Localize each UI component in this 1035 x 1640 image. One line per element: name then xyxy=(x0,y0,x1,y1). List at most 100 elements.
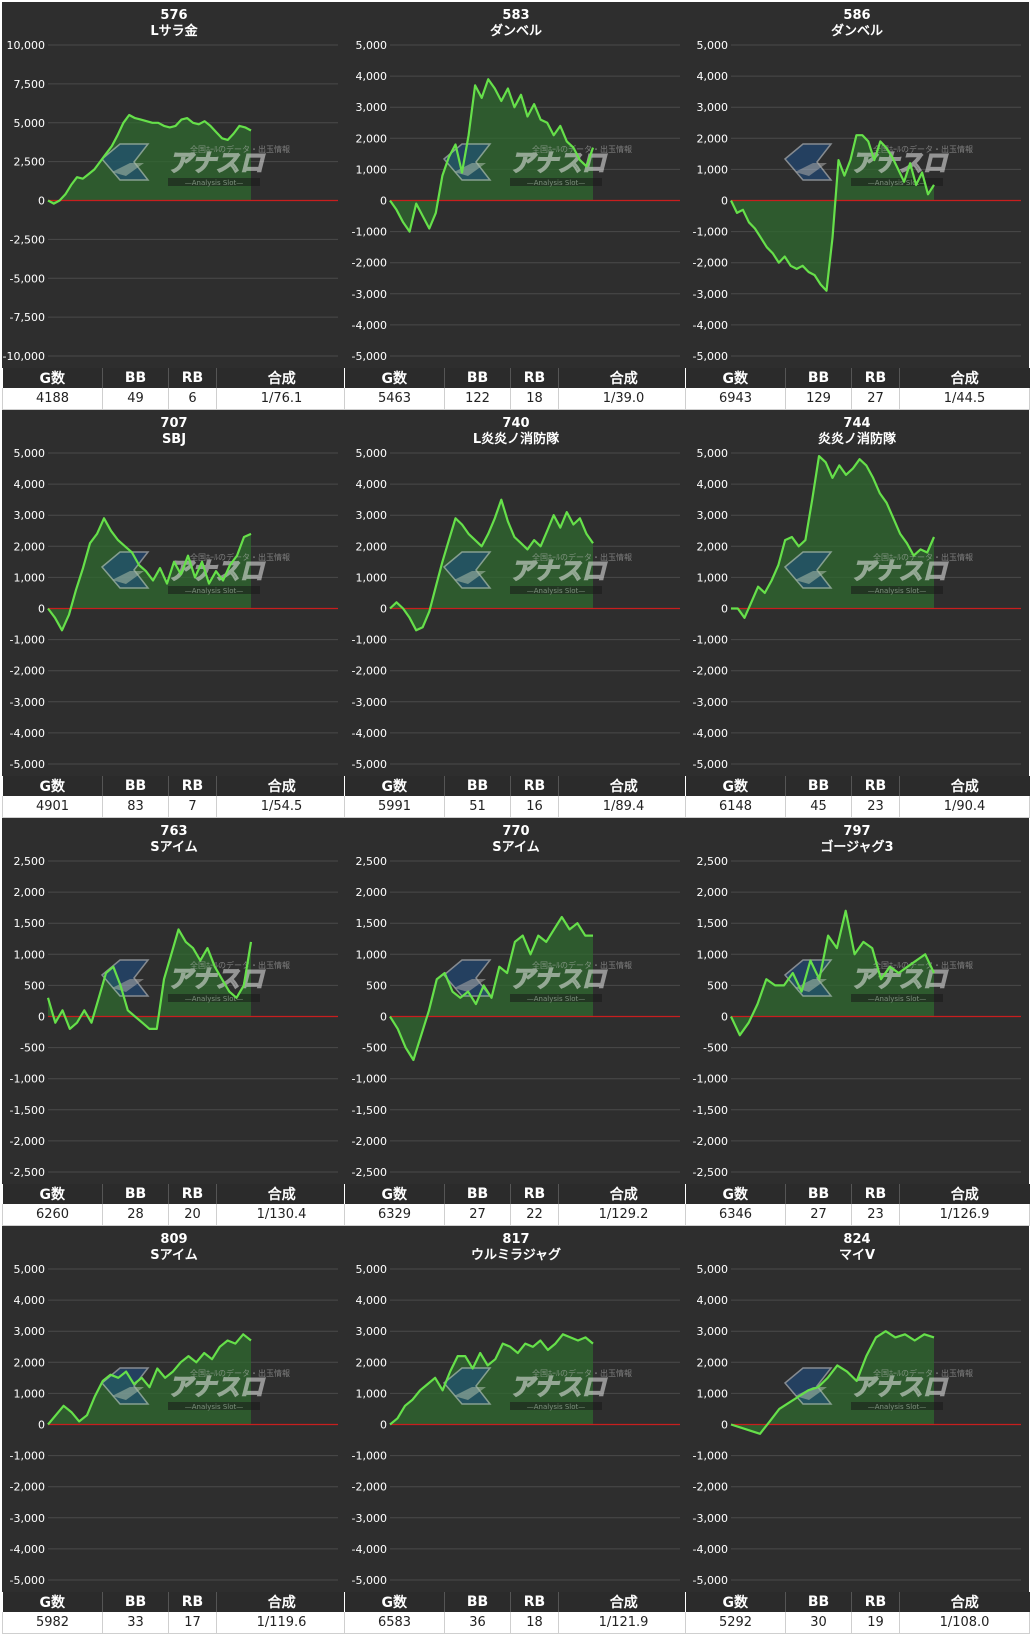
stats-value-g: 5991 xyxy=(344,796,445,819)
y-tick-label: 4,000 xyxy=(356,478,388,491)
y-tick-label: 2,000 xyxy=(697,886,729,899)
stats-value-g: 6346 xyxy=(685,1204,786,1227)
y-tick-label: -1,000 xyxy=(10,1073,45,1086)
y-tick-label: 5,000 xyxy=(14,117,46,130)
y-tick-label: -2,000 xyxy=(352,665,387,678)
series-area xyxy=(390,1334,593,1425)
chart-area: 576 Lサラ金 10,000 7,500 5,000 2,500 0 -2,500 -5,00… xyxy=(2,2,346,368)
stats-header-g: G数 xyxy=(344,368,445,389)
stats-value-bb: 28 xyxy=(102,1204,169,1227)
chart-area: 744 炎炎ノ消防隊 5,000 4,000 3,000 2,000 1,000 0 -1,00… xyxy=(685,410,1029,776)
stats-header-g: G数 xyxy=(685,1592,786,1613)
y-tick-label: -2,000 xyxy=(352,1481,387,1494)
y-tick-label: -4,000 xyxy=(352,319,387,332)
stats-value-ratio: 1/76.1 xyxy=(216,388,347,411)
y-tick-label: -2,000 xyxy=(693,1135,728,1148)
y-tick-label: 3,000 xyxy=(14,1325,46,1338)
stats-value-rb: 7 xyxy=(168,796,217,819)
stats-header-rb: RB xyxy=(851,368,900,389)
stats-value-bb: 49 xyxy=(102,388,169,411)
y-tick-label: 1,000 xyxy=(356,163,388,176)
chart-subtitle: マイV xyxy=(839,1248,875,1263)
y-tick-label: 2,500 xyxy=(14,156,46,169)
y-tick-label: -2,000 xyxy=(693,257,728,270)
stats-value-ratio: 1/89.4 xyxy=(558,796,689,819)
y-tick-label: 0 xyxy=(380,195,387,208)
stats-value-rb: 17 xyxy=(168,1612,217,1635)
y-tick-label: 0 xyxy=(380,1419,387,1432)
stats-value-rb: 22 xyxy=(510,1204,559,1227)
stats-header-ratio: 合成 xyxy=(216,368,347,389)
stats-value-ratio: 1/119.6 xyxy=(216,1612,347,1635)
stats-header-rb: RB xyxy=(510,1184,559,1205)
chart-subtitle: SBJ xyxy=(162,432,186,447)
y-tick-label: -2,000 xyxy=(693,1481,728,1494)
y-tick-label: -1,000 xyxy=(352,1450,387,1463)
watermark-text: アナスロ xyxy=(851,557,949,585)
y-tick-label: 1,000 xyxy=(697,571,729,584)
stats-header-bb: BB xyxy=(102,368,169,389)
y-tick-label: -4,000 xyxy=(693,1543,728,1556)
y-tick-label: 3,000 xyxy=(697,101,729,114)
chart-area: 809 Sアイム 5,000 4,000 3,000 2,000 1,000 0 -1,000 -… xyxy=(2,1226,346,1592)
series-line xyxy=(47,517,252,632)
y-tick-label: 1,000 xyxy=(14,1387,46,1400)
stats-header-g: G数 xyxy=(685,776,786,797)
stats-value-ratio: 1/54.5 xyxy=(216,796,347,819)
y-tick-label: -4,000 xyxy=(352,727,387,740)
chart-subtitle: ゴージャグ3 xyxy=(820,839,893,855)
chart-panel: 740 L炎炎ノ消防隊 5,000 4,000 3,000 2,000 1,000 0 -1,0… xyxy=(344,410,689,819)
chart-area: 817 ウルミラジャグ 5,000 4,000 3,000 2,000 1,000 0 -1,0… xyxy=(344,1226,688,1592)
series-line xyxy=(730,134,935,292)
stats-table: G数 BB RB 合成 6943 129 27 1/44.5 xyxy=(685,368,1030,411)
y-tick-label: 5,000 xyxy=(356,1263,388,1276)
y-tick-label: -500 xyxy=(362,1042,387,1055)
series-area xyxy=(731,456,934,618)
chart-title: 817 xyxy=(502,1232,529,1247)
stats-value-g: 5292 xyxy=(685,1612,786,1635)
stats-value-rb: 18 xyxy=(510,1612,559,1635)
y-tick-label: 5,000 xyxy=(356,39,388,52)
stats-header-g: G数 xyxy=(344,1592,445,1613)
chart-panel: 809 Sアイム 5,000 4,000 3,000 2,000 1,000 0 -1,000 -… xyxy=(2,1226,347,1635)
y-tick-label: 1,000 xyxy=(356,948,388,961)
y-tick-label: 5,000 xyxy=(697,1263,729,1276)
watermark-sub: —Analysis Slot— xyxy=(185,1403,243,1411)
stats-header-g: G数 xyxy=(2,1184,103,1205)
stats-value-rb: 6 xyxy=(168,388,217,411)
chart-area: 763 Sアイム 2,500 2,000 1,500 1,000 500 0 -500 -1,00… xyxy=(2,818,346,1184)
chart-title: 744 xyxy=(843,416,870,431)
watermark-top: 全国ﾎｰﾙのデータ・出玉情報 xyxy=(873,960,973,970)
stats-value-bb: 51 xyxy=(444,796,511,819)
y-tick-label: -1,000 xyxy=(693,634,728,647)
chart-title: 809 xyxy=(160,1232,187,1247)
y-tick-label: 3,000 xyxy=(356,101,388,114)
y-tick-label: -1,000 xyxy=(693,226,728,239)
y-tick-label: 2,000 xyxy=(356,886,388,899)
y-tick-label: -1,000 xyxy=(10,634,45,647)
y-tick-label: 3,000 xyxy=(697,1325,729,1338)
y-tick-label: 2,000 xyxy=(697,540,729,553)
y-tick-label: 0 xyxy=(38,1011,45,1024)
y-tick-label: -2,000 xyxy=(10,1481,45,1494)
y-tick-label: -5,000 xyxy=(693,1574,728,1587)
watermark-top: 全国ﾎｰﾙのデータ・出玉情報 xyxy=(873,1368,973,1378)
stats-value-rb: 16 xyxy=(510,796,559,819)
y-tick-label: -1,500 xyxy=(693,1104,728,1117)
stats-value-bb: 27 xyxy=(785,1204,852,1227)
stats-header-bb: BB xyxy=(785,368,852,389)
watermark-sub: —Analysis Slot— xyxy=(868,1403,926,1411)
stats-header-rb: RB xyxy=(168,1592,217,1613)
chart-subtitle: ダンベル xyxy=(490,23,542,39)
